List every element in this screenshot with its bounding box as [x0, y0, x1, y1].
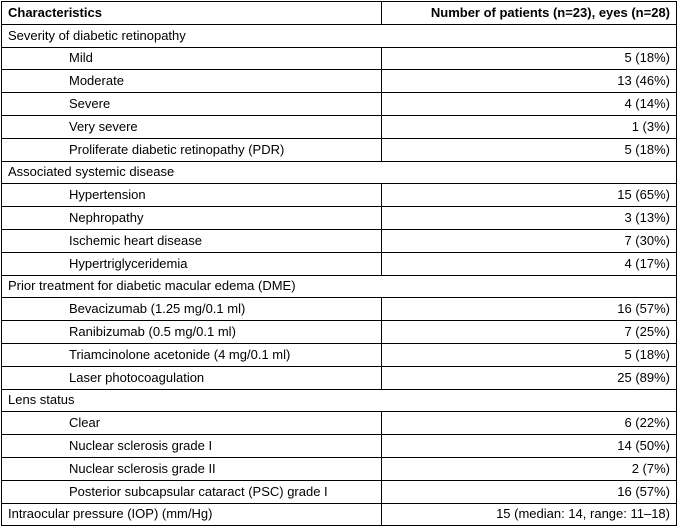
- item-row: Nuclear sclerosis grade II 2 (7%): [1, 456, 677, 481]
- item-value: 16 (57%): [381, 479, 677, 504]
- footer-label: Intraocular pressure (IOP) (mm/Hg): [1, 502, 382, 527]
- item-value: 1 (3%): [381, 114, 677, 139]
- header-row: Characteristics Number of patients (n=23…: [1, 1, 677, 25]
- section-title: Associated systemic disease: [1, 160, 677, 185]
- item-label: Posterior subcapsular cataract (PSC) gra…: [1, 479, 382, 504]
- item-label: Nuclear sclerosis grade II: [1, 456, 382, 481]
- section-row: Associated systemic disease: [1, 160, 677, 185]
- item-row: Very severe 1 (3%): [1, 114, 677, 139]
- section-row: Lens status: [1, 388, 677, 413]
- item-label: Ischemic heart disease: [1, 228, 382, 253]
- item-row: Proliferate diabetic retinopathy (PDR) 5 …: [1, 137, 677, 162]
- section-row: Severity of diabetic retinopathy: [1, 23, 677, 48]
- item-value: 7 (30%): [381, 228, 677, 253]
- section-row: Prior treatment for diabetic macular ede…: [1, 274, 677, 299]
- item-value: 3 (13%): [381, 206, 677, 230]
- item-label: Hypertension: [1, 183, 382, 208]
- item-value: 25 (89%): [381, 365, 677, 390]
- item-label: Very severe: [1, 114, 382, 139]
- section-title: Lens status: [1, 388, 677, 413]
- header-cell: Number of patients (n=23), eyes (n=28): [381, 1, 677, 25]
- item-label: Nuclear sclerosis grade I: [1, 434, 382, 458]
- item-row: Hypertriglyceridemia 4 (17%): [1, 251, 677, 276]
- item-row: Posterior subcapsular cataract (PSC) gra…: [1, 479, 677, 504]
- item-label: Bevacizumab (1.25 mg/0.1 ml): [1, 297, 382, 322]
- header-cell: Characteristics: [1, 1, 382, 25]
- item-label: Nephropathy: [1, 206, 382, 230]
- item-value: 16 (57%): [381, 297, 677, 322]
- item-label: Triamcinolone acetonide (4 mg/0.1 ml): [1, 342, 382, 367]
- item-label: Mild: [1, 46, 382, 71]
- item-label: Ranibizumab (0.5 mg/0.1 ml): [1, 320, 382, 344]
- item-label: Severe: [1, 92, 382, 116]
- item-label: Laser photocoagulation: [1, 365, 382, 390]
- item-row: Bevacizumab (1.25 mg/0.1 ml) 16 (57%): [1, 297, 677, 322]
- item-row: Laser photocoagulation 25 (89%): [1, 365, 677, 390]
- footer-row: Intraocular pressure (IOP) (mm/Hg) 15 (me…: [1, 502, 677, 527]
- item-value: 13 (46%): [381, 69, 677, 94]
- item-row: Ranibizumab (0.5 mg/0.1 ml) 7 (25%): [1, 320, 677, 344]
- item-row: Hypertension 15 (65%): [1, 183, 677, 208]
- item-value: 4 (14%): [381, 92, 677, 116]
- item-value: 2 (7%): [381, 456, 677, 481]
- item-value: 5 (18%): [381, 137, 677, 162]
- section-title: Prior treatment for diabetic macular ede…: [1, 274, 677, 299]
- item-row: Triamcinolone acetonide (4 mg/0.1 ml) 5 (…: [1, 342, 677, 367]
- item-row: Ischemic heart disease 7 (30%): [1, 228, 677, 253]
- item-label: Proliferate diabetic retinopathy (PDR): [1, 137, 382, 162]
- item-label: Moderate: [1, 69, 382, 94]
- item-row: Nuclear sclerosis grade I 14 (50%): [1, 434, 677, 458]
- item-value: 4 (17%): [381, 251, 677, 276]
- item-value: 5 (18%): [381, 46, 677, 71]
- item-value: 5 (18%): [381, 342, 677, 367]
- item-row: Nephropathy 3 (13%): [1, 206, 677, 230]
- item-label: Hypertriglyceridemia: [1, 251, 382, 276]
- item-value: 6 (22%): [381, 411, 677, 436]
- item-label: Clear: [1, 411, 382, 436]
- section-title: Severity of diabetic retinopathy: [1, 23, 677, 48]
- item-value: 14 (50%): [381, 434, 677, 458]
- footer-value: 15 (median: 14, range: 11–18): [381, 502, 677, 527]
- item-row: Moderate 13 (46%): [1, 69, 677, 94]
- item-row: Severe 4 (14%): [1, 92, 677, 116]
- item-value: 15 (65%): [381, 183, 677, 208]
- item-row: Mild 5 (18%): [1, 46, 677, 71]
- item-value: 7 (25%): [381, 320, 677, 344]
- item-row: Clear 6 (22%): [1, 411, 677, 436]
